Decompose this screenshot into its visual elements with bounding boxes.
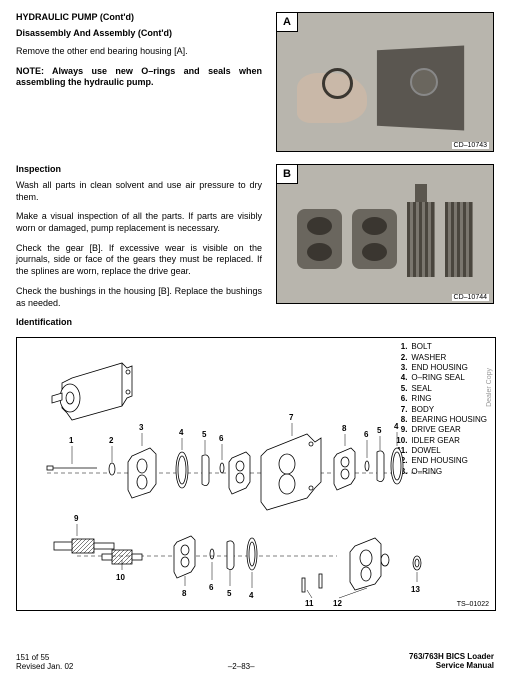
footer: 151 of 55 Revised Jan. 02 –2–83– 763/763… bbox=[16, 651, 494, 671]
photo-a-code: CD–10743 bbox=[452, 142, 489, 149]
callout-8b: 8 bbox=[182, 589, 187, 598]
footer-model: 763/763H BICS Loader bbox=[409, 652, 494, 661]
callout-10: 10 bbox=[116, 573, 125, 582]
main-heading: HYDRAULIC PUMP (Cont'd) bbox=[16, 12, 262, 22]
photo-b-label: B bbox=[277, 165, 298, 184]
note-text: NOTE: Always use new O–rings and seals w… bbox=[16, 66, 262, 89]
photo-a-bore-shape bbox=[410, 68, 438, 96]
inspection-text2: Make a visual inspection of all the part… bbox=[16, 211, 262, 234]
inspection-text3: Check the gear [B]. If excessive wear is… bbox=[16, 243, 262, 278]
exploded-diagram: Dealer Copy 1.BOLT2.WASHER3.END HOUSING4… bbox=[16, 337, 496, 611]
callout-6b: 6 bbox=[364, 430, 369, 439]
sub-heading: Disassembly And Assembly (Cont'd) bbox=[16, 28, 262, 38]
footer-left: 151 of 55 Revised Jan. 02 bbox=[16, 653, 73, 671]
callout-11: 11 bbox=[305, 599, 314, 608]
mid-section: Inspection Wash all parts in clean solve… bbox=[16, 164, 494, 327]
identification-heading: Identification bbox=[16, 317, 262, 327]
left-column-top: HYDRAULIC PUMP (Cont'd) Disassembly And … bbox=[16, 12, 268, 152]
callout-6c: 6 bbox=[209, 583, 214, 592]
callout-5b: 5 bbox=[377, 426, 382, 435]
inspection-heading: Inspection bbox=[16, 164, 262, 174]
photo-b: B CD–10744 bbox=[276, 164, 494, 304]
photo-b-gear2 bbox=[445, 202, 473, 277]
callout-4a: 4 bbox=[179, 428, 184, 437]
photo-a-label: A bbox=[277, 13, 298, 32]
callout-4c: 4 bbox=[249, 591, 254, 600]
page: HYDRAULIC PUMP (Cont'd) Disassembly And … bbox=[0, 0, 510, 675]
photo-b-gear1 bbox=[407, 202, 435, 277]
callout-8a: 8 bbox=[342, 424, 347, 433]
diagram-code: TS–01022 bbox=[455, 601, 491, 608]
footer-manual: Service Manual bbox=[436, 661, 494, 670]
top-section: HYDRAULIC PUMP (Cont'd) Disassembly And … bbox=[16, 12, 494, 152]
callout-6a: 6 bbox=[219, 434, 224, 443]
photo-b-housing2 bbox=[352, 209, 397, 269]
callout-5a: 5 bbox=[202, 430, 207, 439]
right-column-mid: B CD–10744 bbox=[276, 164, 494, 327]
photo-b-content bbox=[277, 165, 493, 303]
footer-revised: Revised Jan. 02 bbox=[16, 662, 73, 671]
photo-a-rings-shape bbox=[322, 68, 353, 99]
photo-b-housing1 bbox=[297, 209, 342, 269]
inspection-text4: Check the bushings in the housing [B]. R… bbox=[16, 286, 262, 309]
callout-3: 3 bbox=[139, 423, 144, 432]
footer-center: –2–83– bbox=[228, 662, 255, 671]
footer-right: 763/763H BICS Loader Service Manual bbox=[409, 653, 494, 671]
right-column-top: A CD–10743 bbox=[276, 12, 494, 152]
left-column-mid: Inspection Wash all parts in clean solve… bbox=[16, 164, 268, 327]
callout-1: 1 bbox=[69, 436, 74, 445]
callout-2: 2 bbox=[109, 436, 114, 445]
footer-page-of: 151 of 55 bbox=[16, 653, 49, 662]
exploded-view-svg: 1 2 3 4 5 6 7 8 6 5 4 9 10 8 6 5 4 11 12… bbox=[17, 338, 495, 610]
callout-12: 12 bbox=[333, 599, 342, 608]
callout-7: 7 bbox=[289, 413, 294, 422]
inspection-text1: Wash all parts in clean solvent and use … bbox=[16, 180, 262, 203]
callout-4b: 4 bbox=[394, 422, 399, 431]
disassembly-text: Remove the other end bearing housing [A]… bbox=[16, 46, 262, 58]
callout-13: 13 bbox=[411, 585, 420, 594]
callout-9: 9 bbox=[74, 514, 79, 523]
photo-a: A CD–10743 bbox=[276, 12, 494, 152]
photo-b-code: CD–10744 bbox=[452, 294, 489, 301]
callout-5c: 5 bbox=[227, 589, 232, 598]
